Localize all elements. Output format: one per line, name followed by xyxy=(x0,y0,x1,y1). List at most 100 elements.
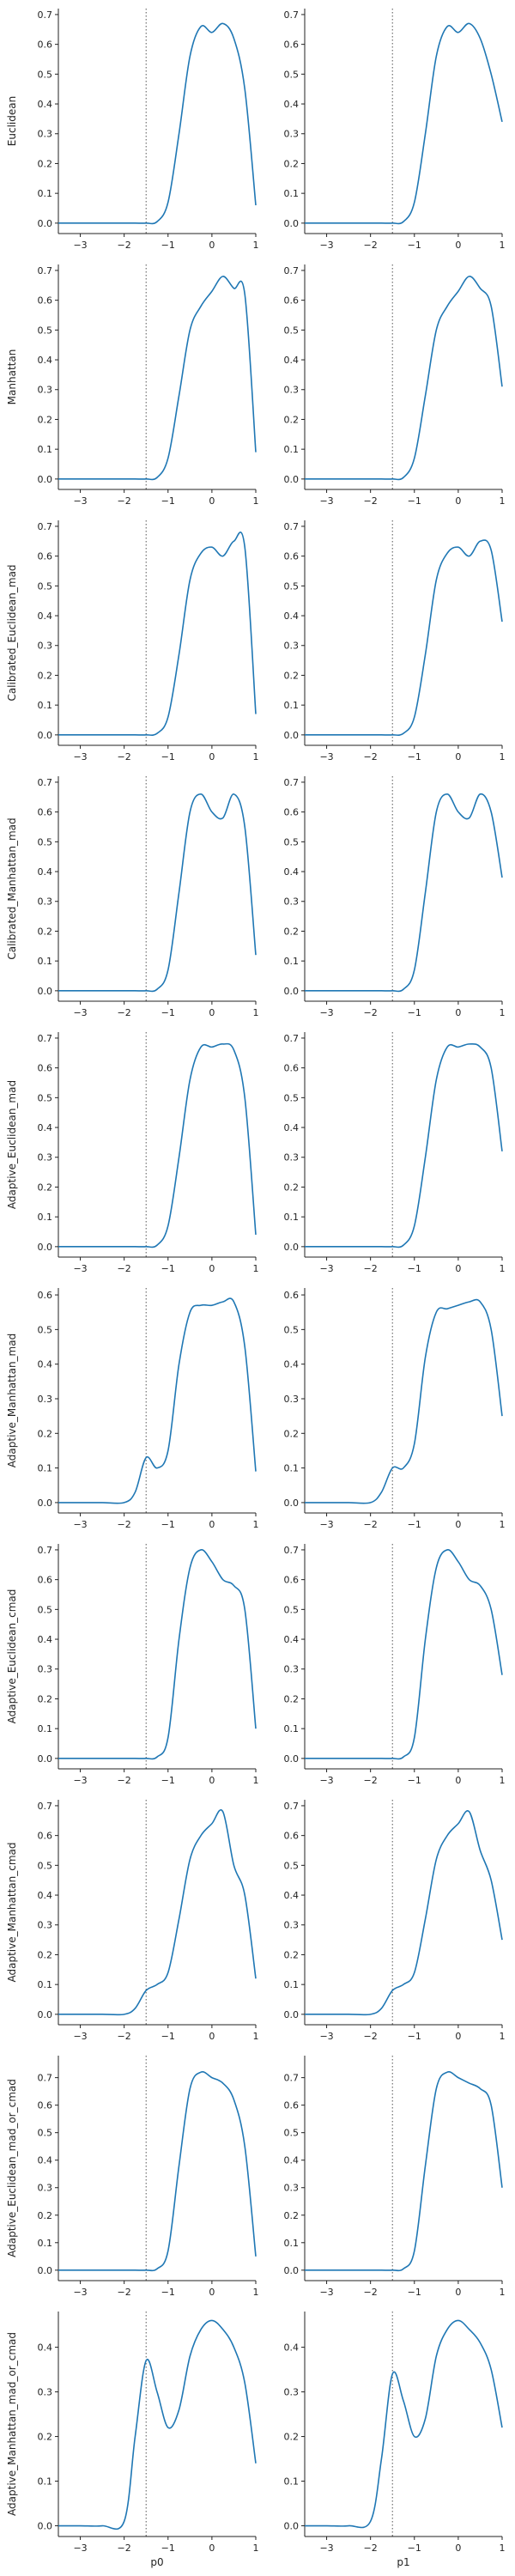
y-tick-label-r1-c1-2: 0.2 xyxy=(284,414,300,425)
y-tick-label-r4-c1-3: 0.3 xyxy=(284,1152,300,1163)
y-tick-label-r4-c1-0: 0.0 xyxy=(284,1242,300,1253)
density-line-r2-c0 xyxy=(58,532,257,736)
x-tick-label-r3-c0-2: −1 xyxy=(161,1007,175,1018)
x-tick-label-r4-c0-1: −2 xyxy=(118,1263,131,1274)
density-line-r4-c0 xyxy=(58,1042,257,1249)
y-tick-label-r0-c1-5: 0.5 xyxy=(284,69,300,80)
y-tick-label-r6-c1-4: 0.4 xyxy=(284,1634,300,1645)
y-tick-label-r3-c1-1: 0.1 xyxy=(284,956,300,967)
y-tick-label-r8-c0-1: 0.1 xyxy=(38,2238,53,2249)
x-tick-label-r0-c1-0: −3 xyxy=(319,240,333,251)
y-tick-label-r9-c1-1: 0.1 xyxy=(284,2476,300,2488)
x-tick-label-r4-c1-1: −2 xyxy=(364,1263,378,1274)
y-tick-label-r1-c1-3: 0.3 xyxy=(284,385,300,396)
x-tick-label-r6-c1-0: −3 xyxy=(319,1775,333,1786)
y-tick-label-r0-c1-4: 0.4 xyxy=(284,99,300,110)
x-tick-label-r2-c0-3: 0 xyxy=(209,751,215,762)
x-tick-label-r8-c1-1: −2 xyxy=(364,2287,378,2298)
y-tick-label-r7-c1-6: 0.6 xyxy=(284,1831,300,1842)
y-tick-label-r3-c1-4: 0.4 xyxy=(284,866,300,878)
y-tick-label-r6-c1-5: 0.5 xyxy=(284,1604,300,1615)
x-tick-label-r3-c1-4: 1 xyxy=(500,1007,506,1018)
y-tick-label-r4-c0-5: 0.5 xyxy=(38,1092,53,1103)
y-tick-label-r6-c0-7: 0.7 xyxy=(38,1545,53,1556)
y-tick-label-r3-c0-7: 0.7 xyxy=(38,777,53,788)
y-tick-label-r0-c1-7: 0.7 xyxy=(284,9,300,21)
y-tick-label-r5-c0-6: 0.6 xyxy=(38,1290,53,1301)
y-tick-label-r5-c0-1: 0.1 xyxy=(38,1463,53,1474)
x-tick-label-r1-c1-2: −1 xyxy=(408,495,421,507)
x-tick-label-r7-c0-0: −3 xyxy=(73,2031,87,2042)
y-tick-label-r0-c1-0: 0.0 xyxy=(284,218,300,229)
y-tick-label-r9-c0-3: 0.3 xyxy=(38,2387,53,2398)
x-tick-label-r9-c1-3: 0 xyxy=(455,2543,461,2554)
density-line-r8-c1 xyxy=(305,2071,503,2272)
x-tick-label-r5-c1-4: 1 xyxy=(500,1519,506,1530)
x-tick-label-r2-c0-4: 1 xyxy=(253,751,259,762)
y-tick-label-r0-c1-1: 0.1 xyxy=(284,188,300,199)
x-tick-label-r7-c0-4: 1 xyxy=(253,2031,259,2042)
y-tick-label-r8-c0-7: 0.7 xyxy=(38,2073,53,2084)
y-tick-label-r3-c1-5: 0.5 xyxy=(284,836,300,848)
y-tick-label-r0-c0-7: 0.7 xyxy=(38,9,53,21)
x-tick-label-r5-c0-3: 0 xyxy=(209,1519,215,1530)
x-tick-label-r2-c0-0: −3 xyxy=(73,751,87,762)
y-tick-label-r0-c0-2: 0.2 xyxy=(38,158,53,169)
x-tick-label-r9-c0-0: −3 xyxy=(73,2543,87,2554)
x-tick-label-r0-c1-2: −1 xyxy=(408,240,421,251)
y-tick-label-r3-c0-4: 0.4 xyxy=(38,866,53,878)
y-tick-label-r4-c0-4: 0.4 xyxy=(38,1122,53,1133)
y-tick-label-r6-c1-2: 0.2 xyxy=(284,1693,300,1704)
x-tick-label-r0-c1-1: −2 xyxy=(364,240,378,251)
column-label-p1: p1 xyxy=(397,2556,409,2568)
density-line-r4-c1 xyxy=(304,1042,503,1249)
y-tick-label-r6-c1-3: 0.3 xyxy=(284,1664,300,1675)
y-tick-label-r7-c1-4: 0.4 xyxy=(284,1890,300,1901)
y-tick-label-r6-c0-3: 0.3 xyxy=(38,1664,53,1675)
x-tick-label-r0-c0-0: −3 xyxy=(73,240,87,251)
x-tick-label-r9-c0-2: −1 xyxy=(161,2543,175,2554)
y-tick-label-r1-c1-1: 0.1 xyxy=(284,444,300,455)
x-tick-label-r2-c0-1: −2 xyxy=(118,751,131,762)
y-tick-label-r7-c0-5: 0.5 xyxy=(38,1860,53,1871)
x-tick-label-r2-c1-0: −3 xyxy=(319,751,333,762)
row-label-4: Adaptive_Euclidean_mad xyxy=(6,1080,18,1209)
y-tick-label-r0-c1-6: 0.6 xyxy=(284,39,300,51)
y-tick-label-r9-c1-0: 0.0 xyxy=(284,2521,300,2532)
x-tick-label-r9-c1-2: −1 xyxy=(408,2543,421,2554)
y-tick-label-r1-c0-1: 0.1 xyxy=(38,444,53,455)
y-tick-label-r4-c0-0: 0.0 xyxy=(38,1242,53,1253)
x-tick-label-r3-c0-4: 1 xyxy=(253,1007,259,1018)
x-tick-label-r1-c1-1: −2 xyxy=(364,495,378,507)
density-line-r9-c1 xyxy=(305,2319,503,2529)
x-tick-label-r5-c1-0: −3 xyxy=(319,1519,333,1530)
x-tick-label-r2-c1-1: −2 xyxy=(364,751,378,762)
y-tick-label-r9-c0-4: 0.4 xyxy=(38,2342,53,2354)
y-tick-label-r3-c0-1: 0.1 xyxy=(38,956,53,967)
y-tick-label-r6-c0-2: 0.2 xyxy=(38,1693,53,1704)
y-tick-label-r5-c0-2: 0.2 xyxy=(38,1428,53,1439)
y-tick-label-r7-c0-3: 0.3 xyxy=(38,1920,53,1931)
y-tick-label-r5-c1-5: 0.5 xyxy=(284,1324,300,1335)
y-tick-label-r7-c0-7: 0.7 xyxy=(38,1801,53,1812)
y-tick-label-r2-c0-5: 0.5 xyxy=(38,580,53,592)
y-tick-label-r1-c1-0: 0.0 xyxy=(284,474,300,485)
x-tick-label-r1-c1-0: −3 xyxy=(319,495,333,507)
y-tick-label-r5-c1-2: 0.2 xyxy=(284,1428,300,1439)
y-tick-label-r5-c1-4: 0.4 xyxy=(284,1359,300,1370)
y-tick-label-r4-c1-5: 0.5 xyxy=(284,1092,300,1103)
x-tick-label-r6-c0-1: −2 xyxy=(118,1775,131,1786)
y-tick-label-r8-c1-4: 0.4 xyxy=(284,2155,300,2166)
column-label-p0: p0 xyxy=(150,2556,163,2568)
y-tick-label-r1-c0-3: 0.3 xyxy=(38,385,53,396)
y-tick-label-r5-c1-3: 0.3 xyxy=(284,1394,300,1405)
y-tick-label-r6-c1-0: 0.0 xyxy=(284,1753,300,1765)
x-tick-label-r8-c1-4: 1 xyxy=(500,2287,506,2298)
x-tick-label-r0-c0-4: 1 xyxy=(253,240,259,251)
y-tick-label-r3-c0-6: 0.6 xyxy=(38,807,53,818)
y-tick-label-r5-c1-1: 0.1 xyxy=(284,1463,300,1474)
y-tick-label-r7-c0-4: 0.4 xyxy=(38,1890,53,1901)
y-tick-label-r2-c0-1: 0.1 xyxy=(38,700,53,711)
y-tick-label-r8-c1-0: 0.0 xyxy=(284,2265,300,2276)
